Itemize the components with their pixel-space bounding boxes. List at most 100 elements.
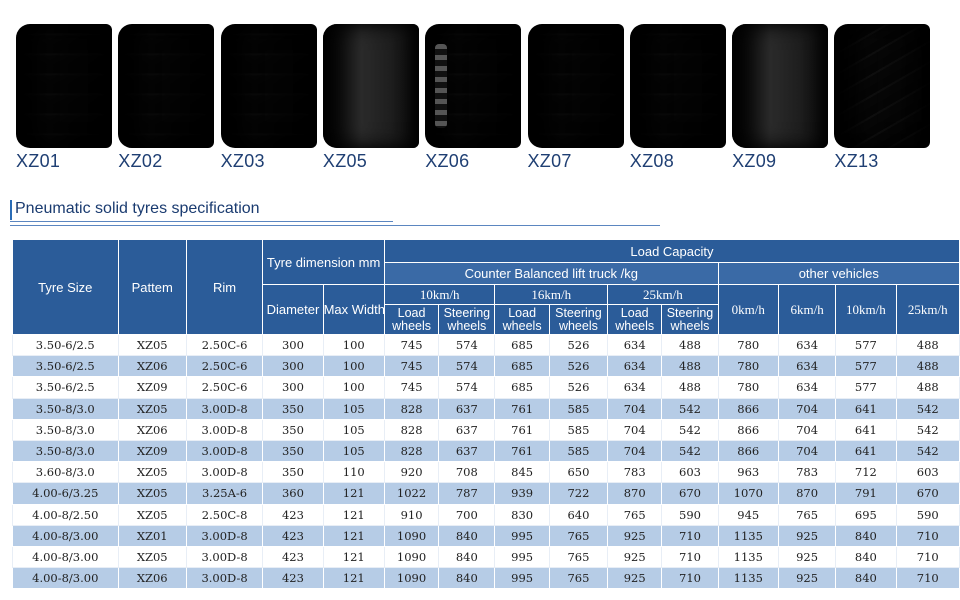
table-cell: 700 <box>438 503 496 526</box>
table-cell: 925 <box>777 567 837 590</box>
table-cell: 2.50C-6 <box>185 333 264 357</box>
table-cell: 870 <box>607 482 663 505</box>
table-cell: 110 <box>322 461 385 484</box>
header-tyre-dimension: Tyre dimension mm <box>262 239 385 285</box>
header-steering-wheels-10: Steering wheels <box>438 304 496 335</box>
table-cell: 830 <box>494 503 550 526</box>
table-cell: 925 <box>777 545 837 569</box>
table-cell: 780 <box>717 333 779 357</box>
table-cell: 783 <box>777 461 837 484</box>
table-cell: 637 <box>438 439 496 463</box>
table-cell: 704 <box>777 397 837 420</box>
table-cell: 300 <box>262 355 324 378</box>
header-pattern: Pattem <box>117 239 187 335</box>
table-row: 4.00-8/2.50 XZ05 2.50C-8 423 121 910 700 830 640… <box>12 503 960 526</box>
header-load-wheels-25: Load wheels <box>607 304 663 335</box>
table-cell: 574 <box>438 355 496 378</box>
table-cell: 637 <box>438 418 496 441</box>
table-cell: 3.00D-8 <box>185 545 264 569</box>
table-cell: 712 <box>835 461 897 484</box>
table-cell: 708 <box>438 461 496 484</box>
tyre-image <box>834 24 931 148</box>
table-cell: 488 <box>661 376 719 399</box>
header-speed-16: 16km/h <box>494 284 609 305</box>
table-cell: 423 <box>262 524 324 547</box>
header-speed-25: 25km/h <box>607 284 719 305</box>
table-cell: 1135 <box>717 524 779 547</box>
header-ov-25: 25km/h <box>895 284 960 335</box>
table-cell: 121 <box>322 482 385 505</box>
table-cell: 641 <box>835 397 897 420</box>
tyre-label: XZ05 <box>322 151 368 171</box>
table-cell: 780 <box>717 376 779 399</box>
tyre-item: XZ03 <box>205 0 317 180</box>
table-cell: 100 <box>322 376 385 399</box>
table-cell: 745 <box>383 376 440 399</box>
table-cell: XZ05 <box>117 545 187 569</box>
table-cell: 3.25A-6 <box>185 482 264 505</box>
table-cell: XZ05 <box>117 397 187 420</box>
table-cell: 685 <box>494 333 550 357</box>
table-cell: 4.00-8/3.00 <box>12 567 119 590</box>
table-cell: 710 <box>661 545 719 569</box>
table-row: 3.50-8/3.0 XZ09 3.00D-8 350 105 828 637 761 585 7… <box>12 439 960 463</box>
table-cell: 423 <box>262 567 324 590</box>
table-row: 3.50-8/3.0 XZ05 3.00D-8 350 105 828 637 761 585 7… <box>12 397 960 420</box>
table-cell: 637 <box>438 397 496 420</box>
table-cell: 840 <box>835 524 897 547</box>
tyre-label: XZ03 <box>220 151 265 171</box>
section-title-marker <box>10 200 12 220</box>
table-cell: 360 <box>262 482 324 505</box>
table-cell: 423 <box>262 503 324 526</box>
table-cell: 3.00D-8 <box>185 567 264 590</box>
table-cell: XZ09 <box>117 439 187 463</box>
table-cell: XZ06 <box>117 418 187 441</box>
tyre-item: XZ02 <box>102 0 215 180</box>
table-cell: 350 <box>262 461 324 484</box>
tyre-label: XZ01 <box>16 151 61 171</box>
table-cell: 3.50-8/3.0 <box>12 397 119 420</box>
table-cell: 488 <box>895 355 960 378</box>
table-cell: 866 <box>717 418 779 441</box>
table-cell: XZ05 <box>117 461 187 484</box>
tyre-item: XZ07 <box>512 0 624 180</box>
table-cell: 300 <box>262 376 324 399</box>
table-cell: 603 <box>895 461 960 484</box>
table-cell: 641 <box>835 439 897 463</box>
table-cell: 542 <box>895 418 960 441</box>
table-cell: 3.50-8/3.0 <box>12 439 119 463</box>
table-cell: XZ01 <box>117 524 187 547</box>
table-cell: 585 <box>548 418 609 441</box>
table-cell: 995 <box>494 524 550 547</box>
table-cell: 783 <box>607 461 663 484</box>
table-cell: 105 <box>322 397 385 420</box>
table-cell: 685 <box>494 355 550 378</box>
header-max-width: Max Width <box>322 284 385 335</box>
table-cell: 574 <box>438 333 496 357</box>
table-cell: 670 <box>895 482 960 505</box>
table-cell: XZ05 <box>117 482 187 505</box>
tyre-item: XZ09 <box>716 0 829 180</box>
table-cell: 925 <box>777 524 837 547</box>
table-cell: 634 <box>607 376 663 399</box>
tyre-image <box>425 24 522 148</box>
header-steering-wheels-16: Steering wheels <box>548 304 609 335</box>
table-cell: 710 <box>895 524 960 547</box>
table-cell: 3.50-6/2.5 <box>12 376 119 399</box>
table-cell: 634 <box>777 355 837 378</box>
table-cell: 791 <box>835 482 897 505</box>
table-cell: 3.50-6/2.5 <box>12 333 119 357</box>
table-cell: 590 <box>661 503 719 526</box>
table-cell: 920 <box>383 461 440 484</box>
table-cell: 105 <box>322 439 385 463</box>
table-cell: 828 <box>383 418 440 441</box>
tyre-image <box>16 24 112 148</box>
table-row: 3.50-6/2.5 XZ06 2.50C-6 300 100 745 574 685 526 6… <box>12 355 960 378</box>
header-ov-6: 6km/h <box>777 284 837 335</box>
header-rim: Rim <box>185 239 264 335</box>
table-cell: 828 <box>383 439 440 463</box>
table-cell: 761 <box>494 397 550 420</box>
table-cell: 4.00-6/3.25 <box>12 482 119 505</box>
table-cell: 590 <box>895 503 960 526</box>
table-cell: 925 <box>607 567 663 590</box>
